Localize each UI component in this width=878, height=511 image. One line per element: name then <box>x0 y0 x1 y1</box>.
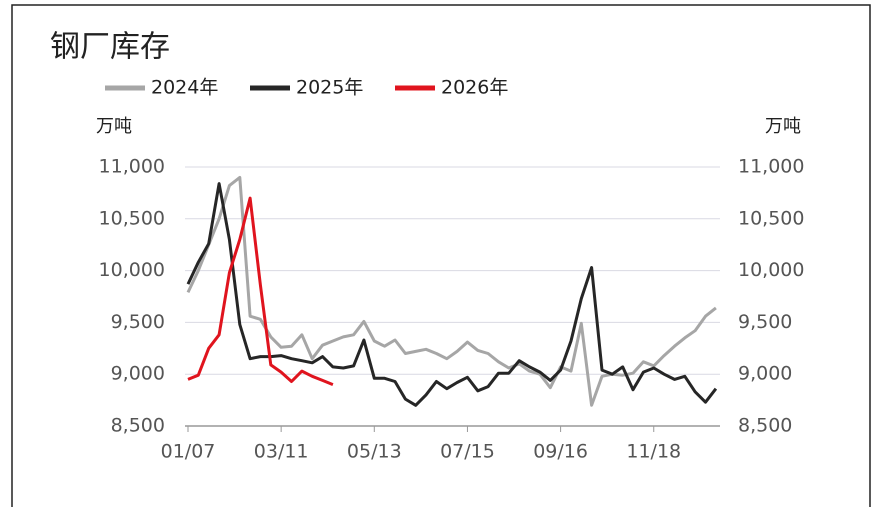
x-tick-label: 11/18 <box>626 441 681 463</box>
y-tick-label: 11,000 <box>99 156 165 178</box>
legend-label: 2024年 <box>151 77 218 99</box>
y2-tick-label: 11,000 <box>738 156 804 178</box>
x-tick-label: 03/11 <box>254 441 309 463</box>
y2-tick-label: 8,500 <box>738 415 792 437</box>
x-tick-label: 05/13 <box>347 441 402 463</box>
x-tick-label: 09/16 <box>533 441 588 463</box>
x-tick-label: 07/15 <box>440 441 495 463</box>
y2-tick-label: 9,500 <box>738 311 792 333</box>
y2-tick-label: 10,500 <box>738 207 804 229</box>
chart-title: 钢厂库存 <box>50 30 170 65</box>
y2-tick-label: 9,000 <box>738 363 792 385</box>
y-tick-label: 10,500 <box>99 207 165 229</box>
y-axis-unit: 万吨 <box>96 116 132 137</box>
frame <box>11 4 871 507</box>
y-tick-label: 9,000 <box>111 363 165 385</box>
legend-label: 2025年 <box>296 77 363 99</box>
y2-axis-unit: 万吨 <box>765 116 801 137</box>
legend-label: 2026年 <box>441 77 508 99</box>
series-line <box>187 196 334 386</box>
series-line <box>186 175 717 407</box>
x-tick-label: 01/07 <box>161 441 216 463</box>
y-tick-label: 9,500 <box>111 311 165 333</box>
y2-tick-label: 10,000 <box>738 259 804 281</box>
y-tick-label: 10,000 <box>99 259 165 281</box>
y-tick-label: 8,500 <box>111 415 165 437</box>
series-line <box>186 182 718 407</box>
